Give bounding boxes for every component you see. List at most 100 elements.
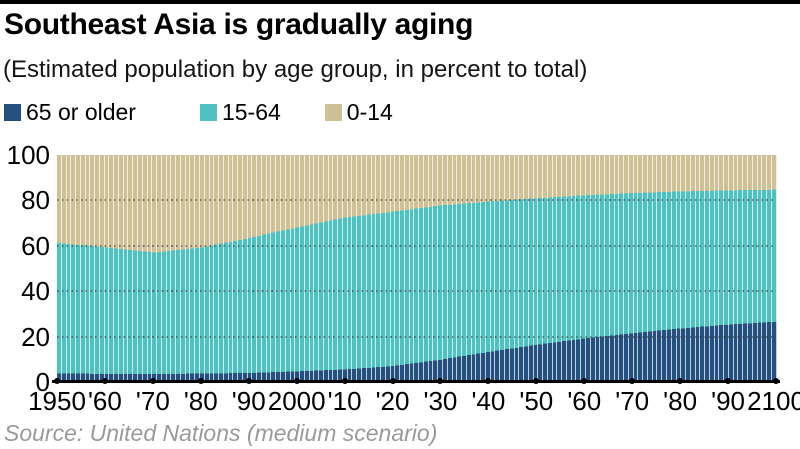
bar-1987	[233, 155, 239, 382]
legend-item-15-64: 15-64	[199, 99, 281, 126]
axis-tick-2100	[773, 378, 779, 384]
bar-2040	[485, 155, 491, 382]
bar-1997	[280, 155, 286, 382]
bar-2061	[585, 155, 591, 382]
bar-1951	[61, 155, 67, 382]
bar-1998	[285, 155, 291, 382]
bar-2059	[576, 155, 582, 382]
bar-1977	[185, 155, 191, 382]
x-label-1990: '90	[231, 386, 266, 416]
bar-2016	[371, 155, 377, 382]
bar-2005	[319, 155, 324, 382]
bar-1962	[114, 155, 119, 382]
x-label-2070: '70	[615, 386, 650, 416]
bar-2070	[628, 155, 634, 382]
bar-1965	[128, 155, 134, 382]
bar-2042	[495, 155, 501, 382]
axis-tick-1990	[245, 378, 252, 384]
gridline-60	[57, 244, 776, 247]
x-label-2090: '90	[711, 386, 745, 416]
bar-2081	[681, 155, 687, 382]
bar-1960	[104, 155, 110, 382]
y-label-100: 100	[6, 140, 50, 170]
bar-1959	[99, 155, 105, 382]
bar-2068	[619, 155, 625, 382]
bar-2094	[743, 155, 749, 382]
bar-1972	[161, 155, 167, 382]
bar-2079	[671, 155, 677, 382]
gridline-40	[57, 290, 776, 293]
axis-tick-2060	[581, 378, 588, 384]
x-label-1960: '60	[87, 386, 122, 416]
bar-2017	[376, 155, 382, 382]
bar-2048	[524, 155, 529, 382]
bar-1973	[166, 155, 172, 382]
axis-tick-2080	[677, 378, 684, 384]
bar-1966	[133, 155, 139, 382]
bar-1979	[195, 155, 200, 382]
bar-1954	[76, 155, 81, 382]
x-label-2050: '50	[519, 386, 554, 416]
bar-2083	[690, 155, 696, 382]
axis-tick-2040	[485, 378, 492, 384]
bar-2021	[395, 155, 401, 382]
axis-tick-2030	[437, 378, 444, 384]
bar-2000	[295, 155, 301, 382]
bar-1974	[171, 155, 177, 382]
bar-1971	[157, 155, 162, 382]
bar-2038	[476, 155, 482, 382]
bar-2030	[438, 155, 444, 382]
bar-2053	[547, 155, 553, 382]
bar-2029	[433, 155, 439, 382]
bar-2032	[447, 155, 453, 382]
bar-2043	[500, 155, 505, 382]
bar-1988	[238, 155, 243, 382]
bar-2003	[309, 155, 315, 382]
x-label-2040: '40	[471, 386, 506, 416]
x-label-2000: 2000	[267, 386, 326, 416]
bar-1986	[228, 155, 234, 382]
legend-label-65-or-older: 65 or older	[26, 99, 136, 125]
bar-2058	[571, 155, 577, 382]
bar-2007	[328, 155, 334, 382]
bar-2046	[514, 155, 520, 382]
bar-2009	[338, 155, 343, 382]
x-label-1980: '80	[183, 386, 218, 416]
bar-1958	[95, 155, 100, 382]
bar-2095	[748, 155, 753, 382]
x-label-2020: '20	[375, 386, 410, 416]
bar-2062	[590, 155, 596, 382]
bar-2011	[347, 155, 353, 382]
bar-2072	[638, 155, 644, 382]
y-label-60: 60	[21, 230, 50, 261]
bar-2073	[643, 155, 648, 382]
legend-swatch-15-64-icon	[199, 104, 217, 121]
bar-2012	[352, 155, 358, 382]
bar-1994	[266, 155, 272, 382]
bar-2013	[357, 155, 362, 382]
bar-2008	[333, 155, 339, 382]
chart-subtitle: (Estimated population by age group, in p…	[3, 56, 588, 83]
bar-2063	[595, 155, 601, 382]
y-label-80: 80	[21, 185, 50, 216]
bar-1970	[152, 155, 158, 382]
bar-2020	[390, 155, 396, 382]
axis-tick-2000	[293, 378, 300, 384]
legend: 65 or older 15-64 0-14	[4, 99, 393, 126]
bar-1967	[138, 155, 143, 382]
bar-2006	[323, 155, 329, 382]
bar-1968	[142, 155, 148, 382]
bar-2001	[300, 155, 305, 382]
y-label-0: 0	[35, 367, 50, 397]
x-label-2030: '30	[423, 386, 458, 416]
axis-tick-1960	[101, 378, 108, 384]
axis-tick-1970	[149, 378, 156, 384]
x-label-2080: '80	[663, 386, 698, 416]
bar-1975	[176, 155, 181, 382]
bar-1950	[57, 155, 62, 382]
bar-1991	[252, 155, 258, 382]
bar-2028	[428, 155, 434, 382]
bar-1978	[190, 155, 196, 382]
bar-2041	[490, 155, 496, 382]
